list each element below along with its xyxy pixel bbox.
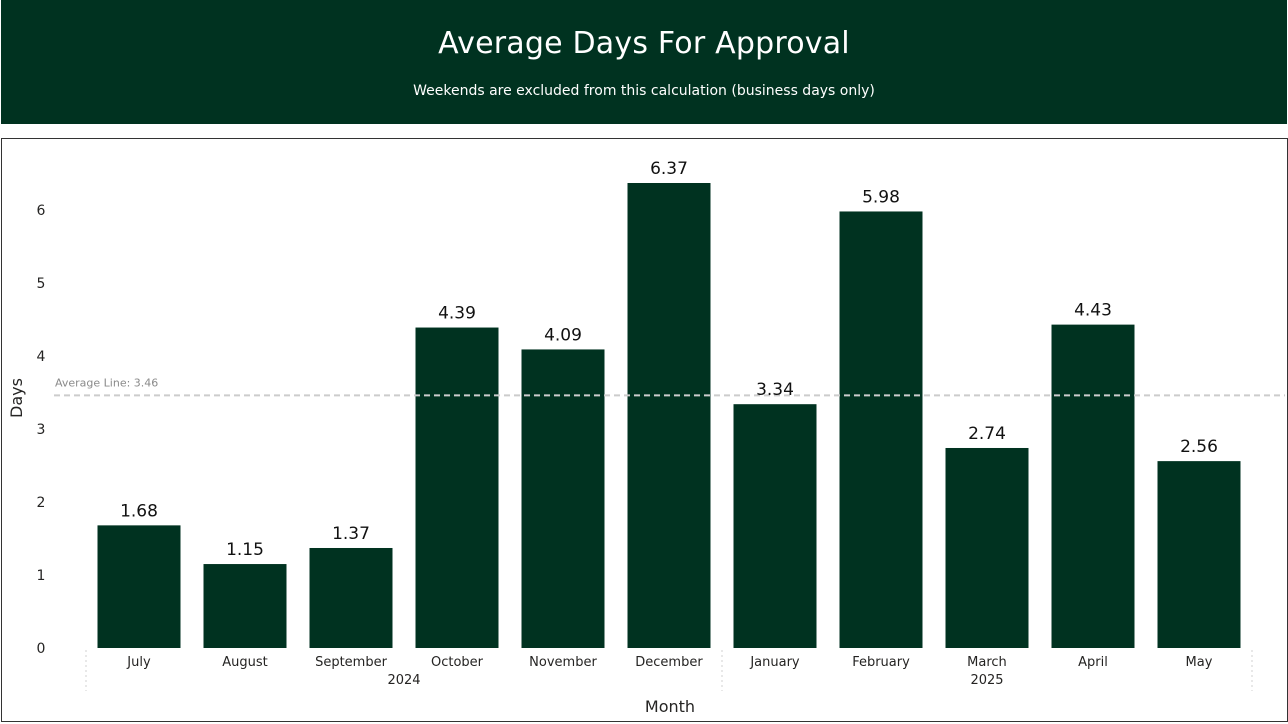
y-tick-label: 4 — [37, 349, 46, 365]
x-tick-label: October — [431, 655, 484, 670]
bar-series — [97, 183, 1241, 648]
y-axis-title: Days — [7, 378, 26, 418]
bar[interactable] — [97, 525, 181, 648]
chart-subtitle: Weekends are excluded from this calculat… — [413, 83, 875, 99]
bar[interactable] — [945, 447, 1029, 648]
chart-frame: 0 1 2 3 4 5 6 Average Line: 3.46 1.68 1.15 1.37 4… — [1, 138, 1288, 722]
bar[interactable] — [733, 404, 817, 648]
average-line-label: Average Line: 3.46 — [55, 376, 158, 389]
bar-chart: 0 1 2 3 4 5 6 Average Line: 3.46 1.68 1.15 1.37 4… — [7, 159, 1285, 716]
bar[interactable] — [839, 211, 923, 648]
x-tick-label: November — [529, 655, 597, 670]
bar[interactable] — [415, 327, 499, 648]
y-tick-label: 2 — [37, 495, 46, 511]
data-label: 6.37 — [650, 159, 688, 179]
x-tick-label: December — [635, 655, 703, 670]
y-tick-label: 5 — [37, 276, 46, 292]
bar[interactable] — [1051, 324, 1135, 648]
x-tick-label: March — [967, 655, 1007, 670]
x-tick-label: January — [749, 655, 800, 670]
data-label: 1.15 — [226, 540, 264, 560]
bar[interactable] — [521, 349, 605, 648]
data-label: 4.09 — [544, 325, 582, 345]
data-label: 3.34 — [756, 380, 794, 400]
y-tick-label: 0 — [37, 641, 46, 657]
y-tick-label: 1 — [37, 568, 46, 584]
data-label: 5.98 — [862, 187, 900, 207]
x-axis-title: Month — [645, 697, 695, 716]
data-label: 1.37 — [332, 524, 370, 544]
data-labels: 1.68 1.15 1.37 4.39 4.09 6.37 3.34 5.98 2.74 4.43… — [120, 159, 1218, 560]
bar[interactable] — [309, 547, 393, 648]
data-label: 2.56 — [1180, 437, 1218, 457]
year-group-label: 2024 — [387, 673, 420, 688]
data-label: 4.39 — [438, 304, 476, 324]
x-tick-label: April — [1078, 655, 1108, 670]
chart-title: Average Days For Approval — [438, 26, 850, 61]
bar[interactable] — [1157, 461, 1241, 648]
y-tick-label: 6 — [37, 203, 46, 219]
average-line-group: Average Line: 3.46 — [54, 376, 1285, 397]
data-label: 2.74 — [968, 424, 1006, 444]
chart-header: Average Days For Approval Weekends are e… — [1, 0, 1287, 124]
y-tick-label: 3 — [37, 422, 46, 438]
data-label: 1.68 — [120, 501, 158, 521]
bar[interactable] — [627, 183, 711, 648]
year-group-label: 2025 — [970, 673, 1003, 688]
x-tick-label: February — [852, 655, 910, 670]
x-tick-label: May — [1186, 655, 1213, 670]
x-tick-label: September — [315, 655, 388, 670]
y-axis: 0 1 2 3 4 5 6 — [37, 203, 46, 657]
x-tick-label: July — [126, 655, 151, 670]
data-label: 4.43 — [1074, 301, 1112, 321]
bar[interactable] — [203, 564, 287, 648]
x-axis: July August September October November Decemb… — [85, 650, 1253, 691]
x-tick-label: August — [222, 655, 268, 670]
